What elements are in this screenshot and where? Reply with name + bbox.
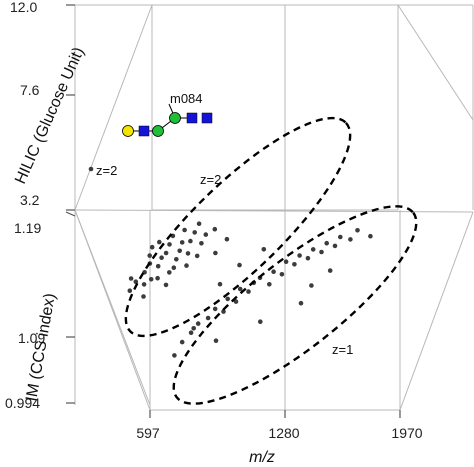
data-point — [368, 233, 373, 239]
z1-ellipse — [172, 205, 418, 405]
data-point — [133, 279, 139, 285]
data-point — [271, 269, 276, 275]
data-point — [167, 270, 172, 275]
data-point — [195, 321, 201, 326]
hilic-axis-label: HILIC (Glucose Unit) — [12, 45, 88, 187]
data-point — [177, 248, 182, 254]
data-point — [298, 300, 304, 306]
data-point — [199, 241, 204, 246]
data-point — [292, 262, 297, 267]
data-point — [127, 288, 133, 294]
data-point — [305, 255, 311, 261]
data-point — [332, 243, 338, 249]
data-point — [348, 237, 353, 242]
data-point — [179, 339, 185, 345]
hilic-tick-max: 12.0 — [10, 0, 37, 15]
tick-marks — [65, 4, 401, 418]
z2-outlier-label: z=2 — [96, 163, 117, 178]
data-point — [182, 227, 187, 233]
data-point — [188, 330, 194, 336]
data-point — [237, 262, 242, 268]
z1-cluster-label: z=1 — [332, 342, 353, 357]
data-point — [194, 253, 200, 259]
data-point — [184, 263, 189, 268]
data-point — [196, 221, 202, 226]
z2-ellipse — [124, 116, 352, 338]
data-point — [319, 249, 324, 255]
mz-axis-label: m/z — [249, 449, 275, 466]
glycan-structure-icon — [122, 103, 213, 137]
data-point — [221, 309, 226, 314]
data-point — [258, 319, 263, 325]
data-point — [213, 338, 219, 344]
data-point — [155, 263, 161, 269]
data-point — [246, 289, 251, 294]
data-point — [179, 240, 185, 245]
data-point — [163, 282, 169, 288]
data-point — [212, 226, 218, 232]
data-points — [127, 221, 373, 358]
data-point — [324, 240, 330, 246]
hilic-tick-min: 3.2 — [20, 192, 40, 208]
glycan-id-label: m084 — [170, 91, 203, 106]
data-point — [159, 255, 164, 260]
data-point — [338, 234, 343, 240]
data-point — [149, 244, 155, 250]
data-point — [327, 268, 333, 273]
hilic-tick-mid: 7.6 — [20, 82, 40, 98]
data-point — [203, 232, 209, 237]
im-axis-label: IM (CCS index) — [23, 292, 59, 403]
data-point — [155, 275, 160, 281]
data-point — [174, 257, 179, 262]
data-point — [224, 236, 230, 242]
data-point — [192, 230, 197, 235]
z2-cluster-label: z=2 — [200, 172, 221, 187]
data-point — [233, 299, 239, 304]
im-tick-min: 0.994 — [5, 395, 40, 411]
data-point — [188, 238, 193, 244]
box-frame — [74, 4, 474, 411]
data-point — [212, 306, 218, 312]
mz-tick-min: 597 — [136, 425, 160, 441]
im-tick-max: 1.19 — [14, 220, 41, 236]
data-point — [213, 250, 218, 256]
data-point — [225, 296, 230, 302]
data-point — [148, 277, 154, 282]
mz-tick-mid: 1280 — [268, 425, 299, 441]
data-point — [167, 242, 172, 247]
data-point — [141, 294, 146, 299]
data-point — [157, 239, 162, 245]
data-point — [297, 253, 302, 258]
data-point — [205, 315, 211, 321]
data-point — [163, 250, 169, 256]
mz-tick-max: 1970 — [391, 425, 422, 441]
data-point — [309, 283, 314, 288]
data-point — [355, 228, 360, 233]
data-point — [172, 353, 177, 358]
data-point — [310, 247, 316, 252]
outlier-point — [88, 166, 94, 172]
data-point — [141, 282, 147, 287]
data-point — [237, 286, 243, 292]
data-point — [171, 265, 177, 271]
data-point — [279, 272, 285, 277]
im-tick-mid: 1.09 — [18, 330, 45, 346]
data-point — [185, 251, 191, 256]
data-point — [191, 326, 196, 331]
data-point — [147, 253, 152, 258]
data-point — [128, 276, 134, 281]
data-point — [267, 282, 272, 287]
data-point — [283, 259, 289, 265]
data-point — [261, 247, 267, 252]
data-point — [217, 281, 223, 287]
